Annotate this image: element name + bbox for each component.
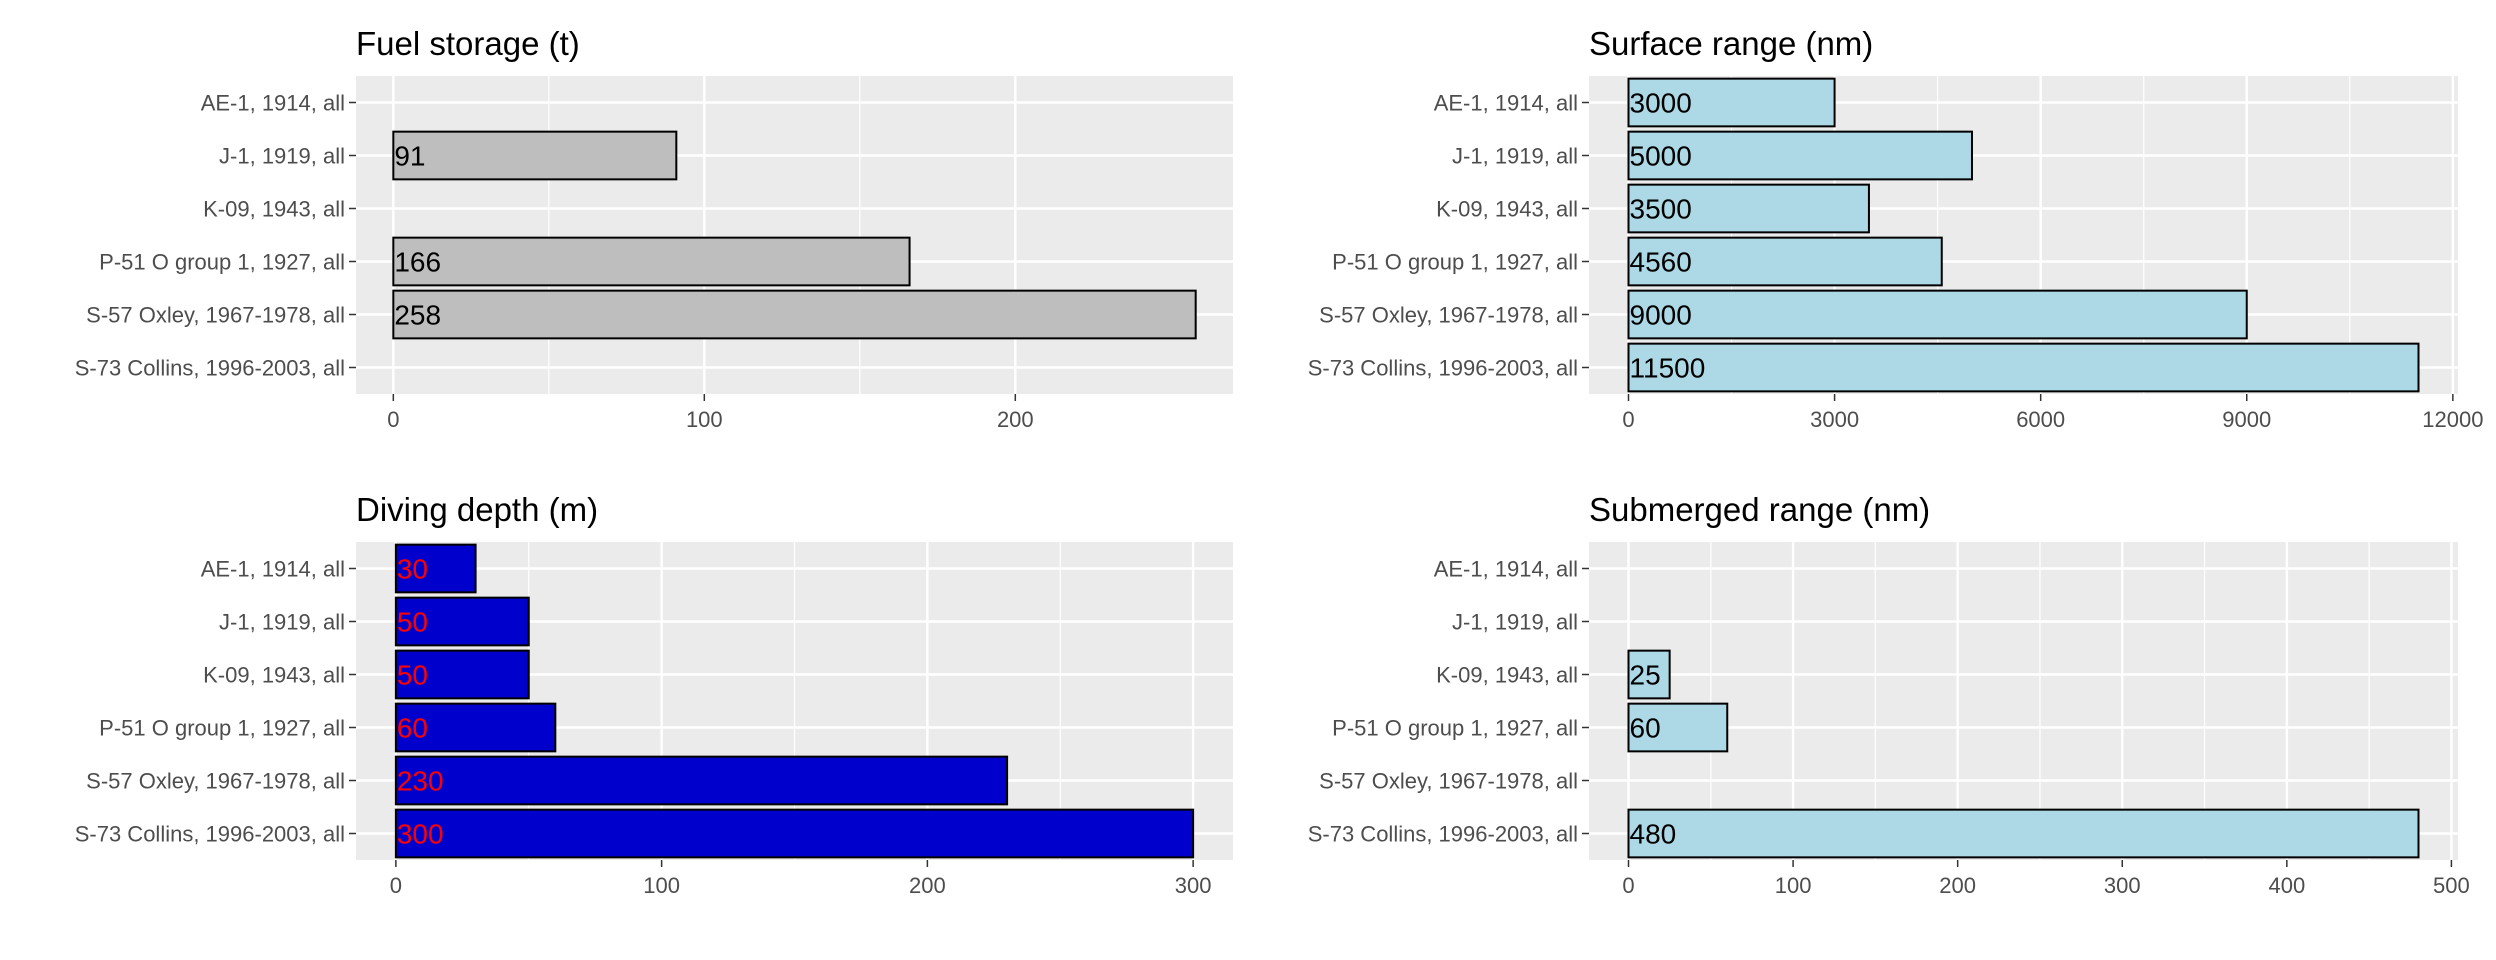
bar [1627, 808, 2420, 859]
bar [392, 236, 911, 287]
y-tick-label: P-51 O group 1, 1927, all [99, 716, 345, 741]
bar [394, 702, 557, 753]
y-tick-label: S-57 Oxley, 1967-1978, all [86, 303, 345, 328]
x-tick-label: 0 [390, 873, 402, 898]
y-tick-label: J-1, 1919, all [219, 144, 345, 169]
bar [1627, 130, 1973, 181]
bar-value-label: 60 [1630, 713, 1661, 744]
bar-value-label: 50 [397, 660, 428, 691]
bar [1627, 342, 2420, 393]
y-tick-label: J-1, 1919, all [1452, 610, 1578, 635]
panel-title: Diving depth (m) [356, 491, 598, 528]
bar [394, 649, 530, 700]
bar-value-label: 9000 [1630, 300, 1692, 331]
y-tick-label: AE-1, 1914, all [1434, 91, 1578, 116]
panel-3: Diving depth (m) 30 50 50 60 230 300 AE-1, 1914… [75, 491, 1233, 898]
y-tick-label: K-09, 1943, all [203, 663, 345, 688]
x-tick-label: 0 [1622, 873, 1634, 898]
bar-value-label: 60 [397, 713, 428, 744]
y-tick-label: AE-1, 1914, all [201, 91, 345, 116]
panel-title: Submerged range (nm) [1589, 491, 1930, 528]
x-tick-label: 300 [2104, 873, 2141, 898]
panel-title: Surface range (nm) [1589, 25, 1873, 62]
y-tick-label: J-1, 1919, all [219, 610, 345, 635]
x-tick-label: 300 [1175, 873, 1212, 898]
bar [1627, 77, 1836, 128]
bar [394, 755, 1009, 806]
bar [1627, 702, 1729, 753]
bar-value-label: 11500 [1630, 353, 1706, 384]
y-tick-label: S-73 Collins, 1996-2003, all [1308, 356, 1578, 381]
bar [392, 289, 1197, 340]
bar-value-label: 3000 [1630, 88, 1692, 119]
y-tick-label: S-57 Oxley, 1967-1978, all [1319, 769, 1578, 794]
y-tick-label: AE-1, 1914, all [1434, 557, 1578, 582]
y-tick-label: K-09, 1943, all [1436, 197, 1578, 222]
x-tick-label: 200 [997, 407, 1034, 432]
panel-1: Fuel storage (t) 91 166 258 AE-1, 1914, all J… [75, 25, 1233, 432]
y-tick-label: K-09, 1943, all [1436, 663, 1578, 688]
bar [392, 130, 678, 181]
x-tick-label: 0 [1622, 407, 1634, 432]
panel-background [356, 76, 1233, 394]
bar-value-label: 480 [1630, 819, 1677, 850]
y-tick-label: S-73 Collins, 1996-2003, all [75, 822, 345, 847]
x-tick-label: 100 [643, 873, 680, 898]
y-tick-label: J-1, 1919, all [1452, 144, 1578, 169]
panel-4: Submerged range (nm) 25 60 480 AE-1, 1914, a… [1308, 491, 2470, 898]
x-tick-label: 200 [1939, 873, 1976, 898]
x-tick-label: 3000 [1810, 407, 1859, 432]
y-tick-label: P-51 O group 1, 1927, all [1332, 250, 1578, 275]
bar-value-label: 5000 [1630, 141, 1692, 172]
bar [394, 596, 530, 647]
bar [394, 543, 477, 594]
x-tick-label: 400 [2268, 873, 2305, 898]
bar-value-label: 258 [394, 300, 441, 331]
x-tick-label: 100 [686, 407, 723, 432]
y-tick-label: K-09, 1943, all [203, 197, 345, 222]
bar-value-label: 25 [1630, 660, 1661, 691]
panel-2: Surface range (nm) 3000 5000 3500 4560 9000 11… [1308, 25, 2484, 432]
y-tick-label: S-57 Oxley, 1967-1978, all [1319, 303, 1578, 328]
bar-value-label: 166 [394, 247, 441, 278]
x-tick-label: 200 [909, 873, 946, 898]
y-tick-label: S-73 Collins, 1996-2003, all [1308, 822, 1578, 847]
bar [1627, 183, 1870, 234]
x-tick-label: 0 [387, 407, 399, 432]
bar-value-label: 30 [397, 554, 428, 585]
bar [394, 808, 1195, 859]
panel-title: Fuel storage (t) [356, 25, 580, 62]
bar-value-label: 300 [397, 819, 444, 850]
bar [1627, 649, 1671, 700]
y-tick-label: S-73 Collins, 1996-2003, all [75, 356, 345, 381]
bar-value-label: 4560 [1630, 247, 1692, 278]
x-tick-label: 100 [1775, 873, 1812, 898]
bar-value-label: 91 [394, 141, 425, 172]
y-tick-label: P-51 O group 1, 1927, all [99, 250, 345, 275]
bar-value-label: 230 [397, 766, 444, 797]
bar-value-label: 50 [397, 607, 428, 638]
bar-value-label: 3500 [1630, 194, 1692, 225]
y-tick-label: S-57 Oxley, 1967-1978, all [86, 769, 345, 794]
panel-background [1589, 76, 2458, 394]
y-tick-label: P-51 O group 1, 1927, all [1332, 716, 1578, 741]
bar [1627, 289, 2248, 340]
x-tick-label: 6000 [2016, 407, 2065, 432]
x-tick-label: 500 [2433, 873, 2470, 898]
x-tick-label: 12000 [2422, 407, 2483, 432]
bar [1627, 236, 1943, 287]
x-tick-label: 9000 [2222, 407, 2271, 432]
panel-background [1589, 542, 2458, 860]
y-tick-label: AE-1, 1914, all [201, 557, 345, 582]
